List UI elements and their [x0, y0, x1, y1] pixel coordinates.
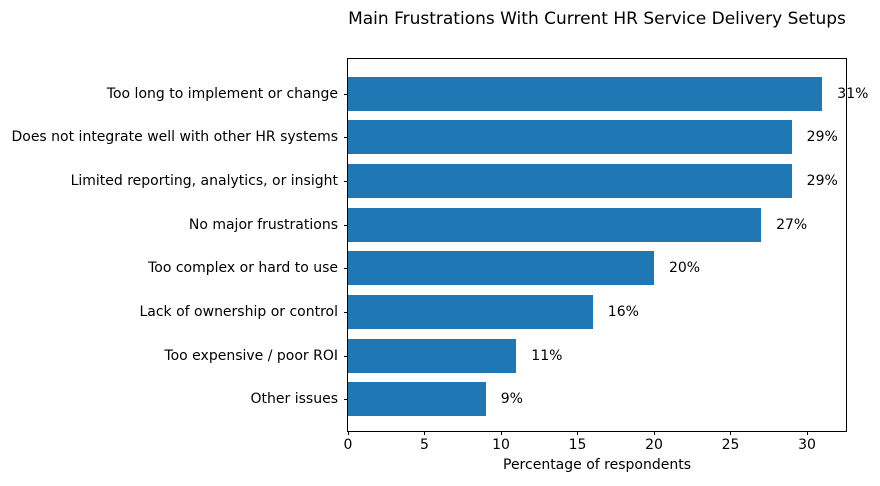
- bar: [348, 207, 762, 242]
- category-label: Other issues: [250, 391, 338, 408]
- bar: [348, 76, 823, 111]
- category-label: Too long to implement or change: [106, 85, 338, 102]
- y-tick-mark: [344, 180, 348, 182]
- value-label: 31%: [837, 85, 869, 102]
- x-tick-label: 20: [645, 437, 663, 453]
- category-label: Lack of ownership or control: [139, 304, 338, 321]
- category-label: Too expensive / poor ROI: [164, 347, 338, 364]
- x-tick-label: 10: [492, 437, 510, 453]
- bar: [348, 382, 486, 417]
- x-tick-label: 15: [568, 437, 587, 453]
- chart-title: Main Frustrations With Current HR Servic…: [348, 9, 846, 29]
- y-tick-mark: [344, 355, 348, 357]
- value-label: 11%: [531, 347, 563, 364]
- x-tick-mark: [577, 431, 579, 435]
- y-tick-mark: [344, 93, 348, 95]
- x-axis-label: Percentage of respondents: [503, 457, 691, 473]
- value-label: 27%: [776, 216, 808, 233]
- value-label: 20%: [668, 260, 701, 277]
- bar: [348, 338, 517, 373]
- y-tick-mark: [344, 224, 348, 226]
- x-tick-mark: [500, 431, 502, 435]
- x-tick-mark: [424, 431, 426, 435]
- x-tick-label: 30: [798, 437, 816, 453]
- value-label: 9%: [500, 391, 523, 408]
- category-label: Too complex or hard to use: [148, 260, 338, 277]
- category-label: No major frustrations: [188, 216, 338, 233]
- x-tick-mark: [806, 431, 808, 435]
- x-tick-mark: [653, 431, 655, 435]
- y-tick-mark: [344, 312, 348, 314]
- bar: [348, 120, 792, 155]
- bar: [348, 251, 654, 286]
- bar: [348, 295, 593, 330]
- y-tick-mark: [344, 399, 348, 401]
- value-label: 29%: [806, 172, 838, 189]
- x-tick-label: 0: [343, 437, 353, 453]
- value-label: 16%: [607, 304, 639, 321]
- bar: [348, 163, 792, 198]
- x-tick-label: 5: [420, 437, 429, 453]
- value-label: 29%: [806, 129, 838, 146]
- category-label: Does not integrate well with other HR sy…: [11, 129, 338, 146]
- x-tick-mark: [730, 431, 732, 435]
- category-label: Limited reporting, analytics, or insight: [70, 172, 338, 189]
- y-tick-mark: [344, 137, 348, 139]
- x-tick-mark: [348, 431, 349, 435]
- y-tick-mark: [344, 268, 348, 270]
- plot-area: Too long to implement or change 31% Does n…: [11, 58, 868, 473]
- x-tick-label: 25: [721, 437, 740, 453]
